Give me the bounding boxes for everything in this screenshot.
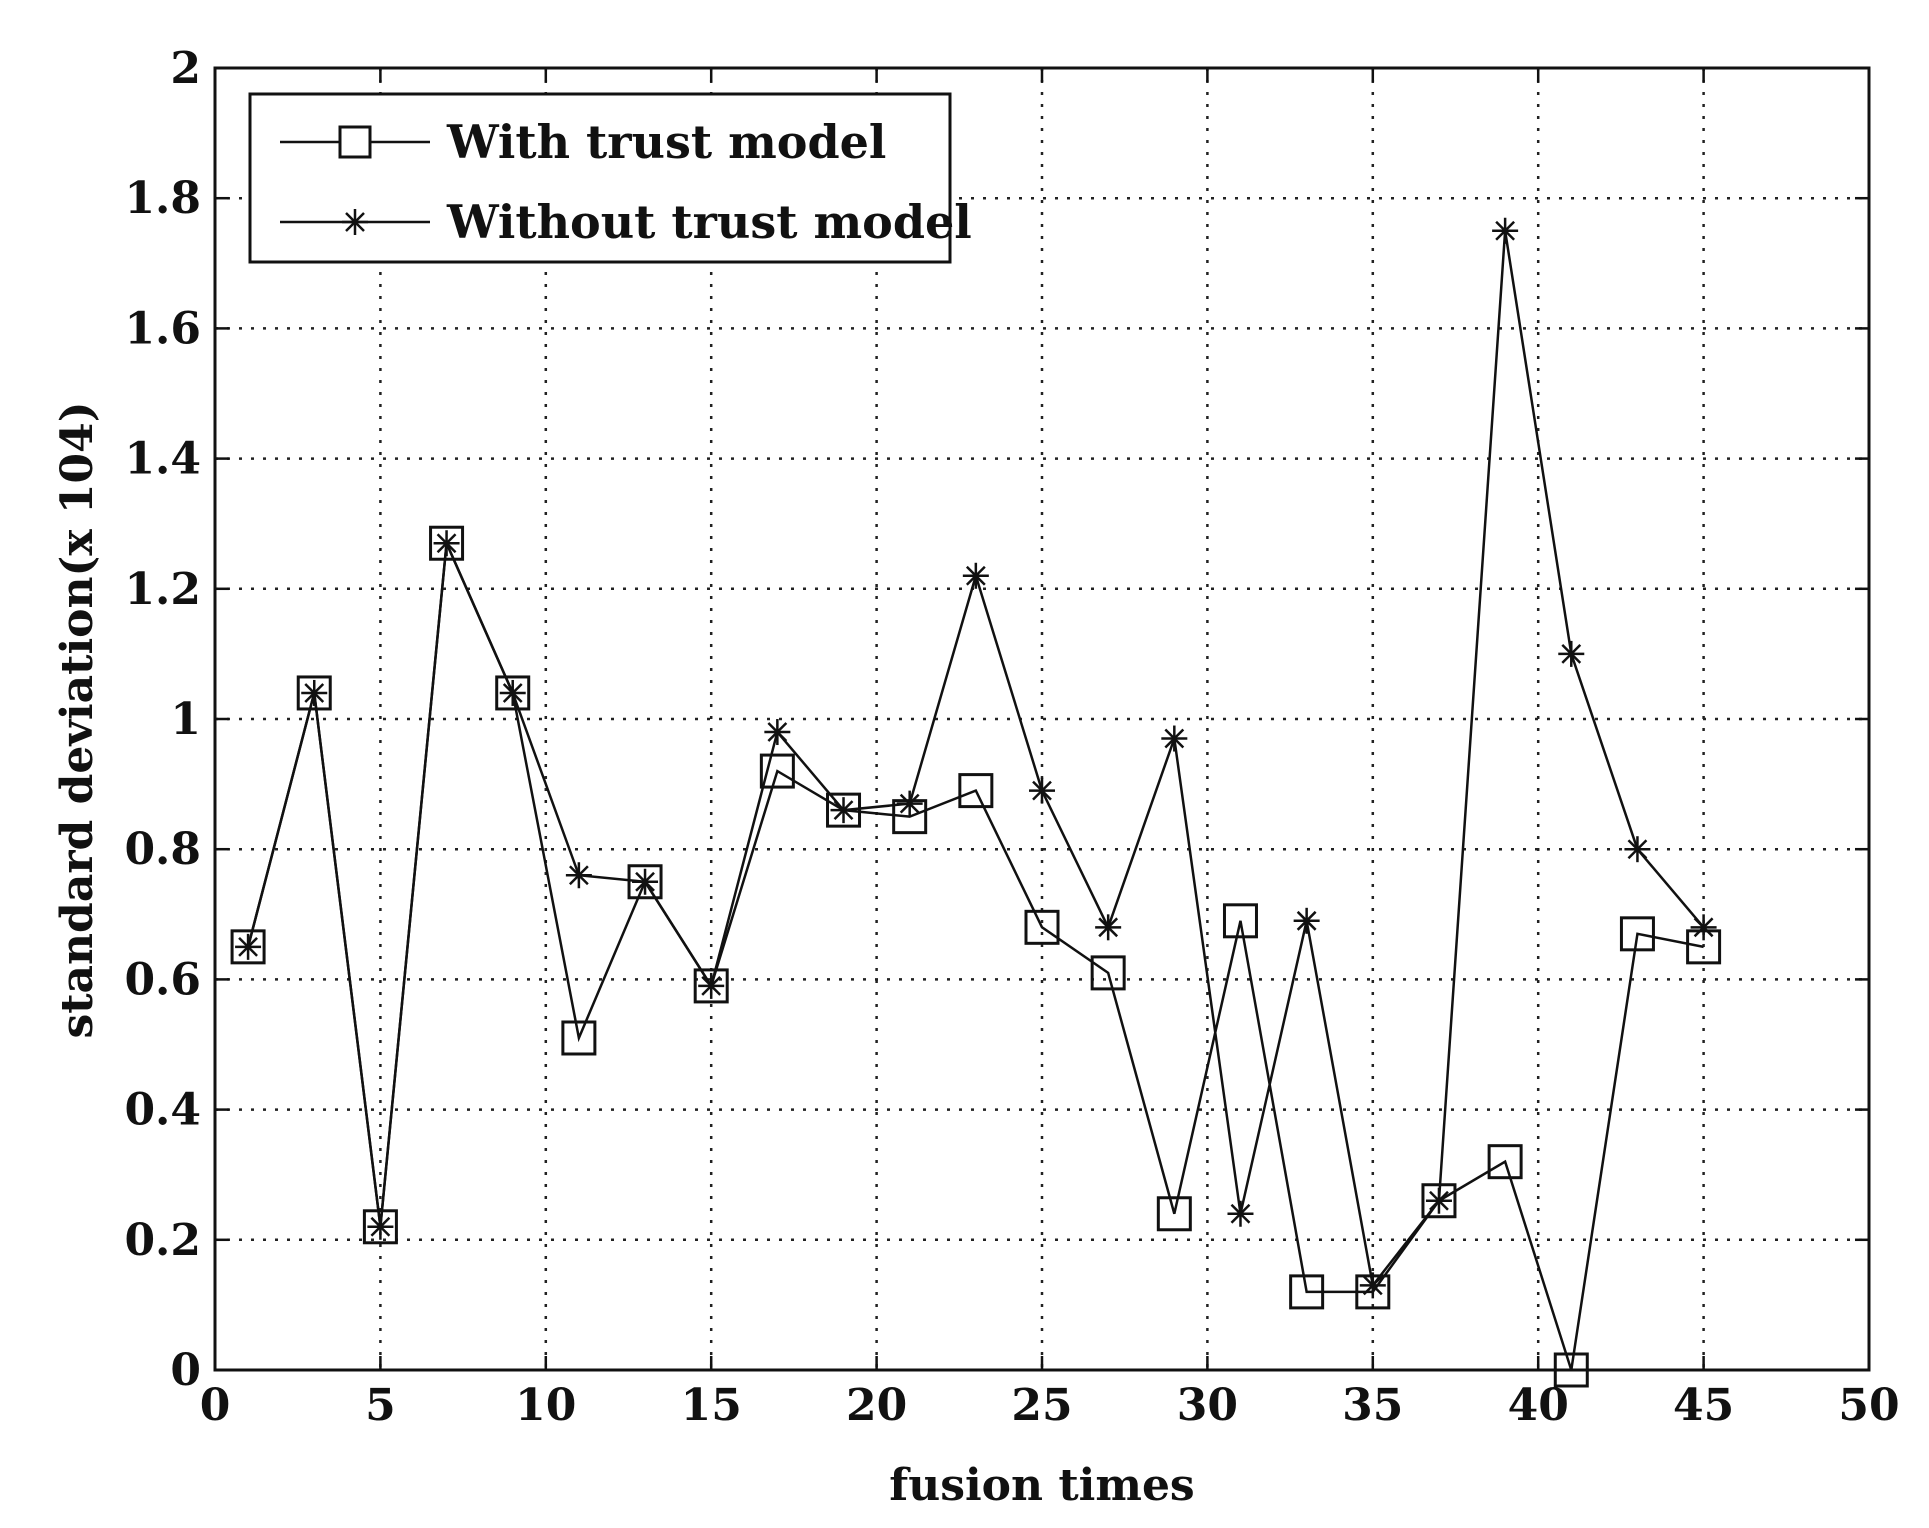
y-tick-label: 0.2 xyxy=(124,1215,201,1266)
y-tick-label: 0.6 xyxy=(124,954,201,1005)
star-marker xyxy=(1492,217,1519,244)
square-marker xyxy=(230,929,266,965)
legend-label-with-trust: With trust model xyxy=(446,115,886,169)
star-marker xyxy=(565,862,592,889)
star-marker xyxy=(1425,1187,1452,1214)
y-tick-label: 0.4 xyxy=(124,1085,201,1136)
legend-square-marker-icon xyxy=(338,125,372,159)
square-marker xyxy=(1156,1196,1192,1232)
square-marker xyxy=(958,773,994,809)
square-marker xyxy=(296,675,332,711)
legend-label-without-trust: Without trust model xyxy=(446,195,972,249)
star-marker xyxy=(301,679,328,706)
x-tick-label: 0 xyxy=(200,1380,231,1431)
star-marker xyxy=(1029,777,1055,804)
square-marker xyxy=(1619,916,1655,952)
square-marker xyxy=(1487,1144,1523,1180)
square-marker xyxy=(693,968,729,1004)
y-tick-label: 0 xyxy=(170,1345,201,1396)
star-marker xyxy=(1293,907,1320,934)
grid-lines xyxy=(215,68,1869,1370)
star-marker xyxy=(235,933,262,960)
legend-star-marker-icon xyxy=(342,209,368,235)
star-marker xyxy=(632,868,659,895)
y-tick-label: 2 xyxy=(170,43,201,94)
star-marker xyxy=(1558,640,1585,667)
x-axis-label: fusion times xyxy=(889,1460,1194,1511)
axis-ticks: 0 5 10 15 20 25 30 35 40 45 50 0 0.2 0.4 0.6 0.8 1 1.2 1.4… xyxy=(124,43,1899,1431)
y-axis-label: standard deviation(x 104) xyxy=(52,401,103,1038)
star-marker xyxy=(433,530,460,557)
square-marker xyxy=(362,1209,398,1245)
y-tick-label: 1.8 xyxy=(124,173,201,224)
star-marker xyxy=(1227,1200,1254,1227)
x-tick-label: 40 xyxy=(1508,1380,1569,1431)
square-marker xyxy=(627,864,663,900)
star-marker xyxy=(764,719,791,746)
series-line-0 xyxy=(246,538,1704,1371)
series-layer xyxy=(230,217,1722,1388)
legend-box xyxy=(248,92,952,264)
series-line-1 xyxy=(246,230,1705,1289)
square-marker xyxy=(495,675,531,711)
square-marker xyxy=(1421,1183,1457,1219)
x-tick-label: 50 xyxy=(1838,1380,1899,1431)
y-tick-label: 1 xyxy=(170,694,201,745)
x-tick-label: 20 xyxy=(846,1380,907,1431)
square-marker xyxy=(1222,903,1258,939)
x-tick-label: 15 xyxy=(681,1380,742,1431)
x-tick-label: 5 xyxy=(365,1380,396,1431)
star-marker xyxy=(499,679,526,706)
x-tick-label: 10 xyxy=(515,1380,576,1431)
star-marker xyxy=(962,562,989,589)
square-marker xyxy=(826,792,862,828)
star-marker xyxy=(896,790,923,817)
x-tick-label: 25 xyxy=(1011,1380,1072,1431)
star-marker xyxy=(698,972,725,999)
x-tick-label: 30 xyxy=(1177,1380,1238,1431)
star-marker xyxy=(367,1213,394,1240)
square-marker xyxy=(1090,955,1126,991)
square-marker xyxy=(429,525,465,561)
x-tick-label: 45 xyxy=(1673,1380,1734,1431)
star-marker xyxy=(1624,836,1651,863)
legend: With trust model Without trust model xyxy=(248,92,972,264)
star-marker xyxy=(830,797,857,824)
star-marker xyxy=(1690,914,1717,941)
y-tick-label: 1.6 xyxy=(124,303,201,354)
y-tick-label: 0.8 xyxy=(124,824,201,875)
x-tick-label: 35 xyxy=(1342,1380,1403,1431)
star-marker xyxy=(1095,914,1122,941)
y-tick-label: 1.2 xyxy=(124,564,201,615)
square-marker xyxy=(1289,1274,1325,1310)
square-marker xyxy=(1553,1352,1589,1388)
square-marker xyxy=(759,753,795,789)
star-marker xyxy=(1161,725,1188,752)
square-marker xyxy=(1024,909,1060,945)
y-tick-label: 1.4 xyxy=(124,434,201,485)
square-marker xyxy=(561,1020,597,1056)
star-marker xyxy=(1359,1272,1386,1299)
